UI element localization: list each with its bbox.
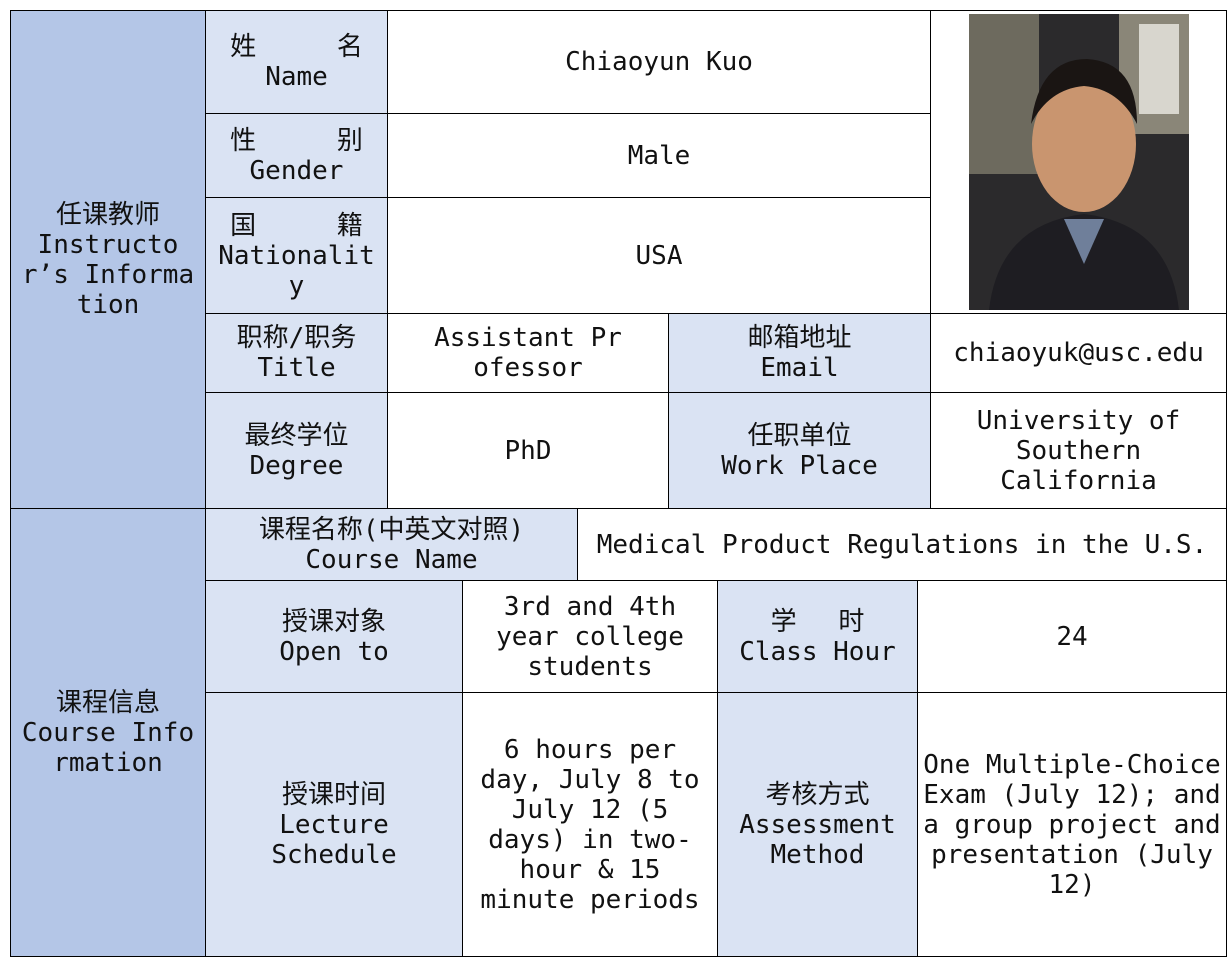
label-zh: 国 籍 xyxy=(230,210,363,241)
label-cell: 邮箱地址 Email xyxy=(668,313,931,393)
label-cell: 任职单位 Work Place xyxy=(668,392,931,509)
label-en: Course Name xyxy=(305,544,478,575)
label-cell: 姓 名 Name xyxy=(205,10,388,114)
label-en: Name xyxy=(265,62,328,92)
value: One Multiple-Choice Exam (July 12); and … xyxy=(923,749,1221,900)
label-zh: 性 别 xyxy=(230,125,363,156)
label-cell: 课程名称(中英文对照) Course Name xyxy=(205,508,578,581)
value: Chiaoyun Kuo xyxy=(565,47,753,77)
value-cell: Chiaoyun Kuo xyxy=(387,10,931,114)
value-cell: Assistant Professor xyxy=(387,313,669,393)
label-zh: 授课时间 xyxy=(281,779,386,810)
label-zh: 学 时 xyxy=(770,606,865,637)
value: Medical Product Regulations in the U.S. xyxy=(596,529,1208,560)
value-cell: PhD xyxy=(387,392,669,509)
label-zh: 任职单位 xyxy=(747,420,852,451)
value-cell: One Multiple-Choice Exam (July 12); and … xyxy=(917,692,1227,957)
label-zh: 邮箱地址 xyxy=(747,323,852,353)
label-en: Gender xyxy=(249,155,344,186)
value-cell: 6 hours per day, July 8 to July 12 (5 da… xyxy=(462,692,718,957)
label-en: Lecture Schedule xyxy=(271,809,397,870)
label-en: Email xyxy=(760,353,839,383)
value-cell: chiaoyuk@usc.edu xyxy=(930,313,1227,393)
label-cell: 考核方式 Assessment Method xyxy=(717,692,918,957)
value: 3rd and 4th year college students xyxy=(496,591,684,682)
label-cell: 职称/职务 Title xyxy=(205,313,388,393)
value: USA xyxy=(635,240,683,271)
value-cell: University of Southern California xyxy=(930,392,1227,509)
value: chiaoyuk@usc.edu xyxy=(953,338,1204,368)
label-zh: 课程名称(中英文对照) xyxy=(258,514,525,545)
label-zh: 姓 名 xyxy=(230,32,363,62)
value: PhD xyxy=(504,435,552,466)
value-cell: USA xyxy=(387,197,931,314)
label-cell: 最终学位 Degree xyxy=(205,392,388,509)
label-zh: 最终学位 xyxy=(244,420,349,451)
section-cell: 课程信息 Course Information xyxy=(10,508,206,957)
section-en: Course Information xyxy=(21,717,195,778)
value-cell: 24 xyxy=(917,580,1227,693)
value: Male xyxy=(627,140,691,171)
value: 6 hours per day, July 8 to July 12 (5 da… xyxy=(480,734,700,915)
label-cell: 学 时 Class Hour xyxy=(717,580,918,693)
label-cell: 授课时间 Lecture Schedule xyxy=(205,692,463,957)
section-en: Instructor’s Information xyxy=(21,229,195,320)
section-zh: 课程信息 xyxy=(55,687,160,718)
label-en: Open to xyxy=(279,636,389,667)
label-zh: 考核方式 xyxy=(765,779,870,810)
label-cell: 授课对象 Open to xyxy=(205,580,463,693)
value-cell: Medical Product Regulations in the U.S. xyxy=(577,508,1227,581)
value: Assistant Professor xyxy=(434,323,622,383)
label-en: Assessment Method xyxy=(739,809,896,870)
photo-cell xyxy=(930,10,1227,314)
label-zh: 职称/职务 xyxy=(236,323,357,353)
label-en: Work Place xyxy=(721,450,878,481)
value-cell: 3rd and 4th year college students xyxy=(462,580,718,693)
label-en: Title xyxy=(257,353,336,383)
label-en: Nationality xyxy=(218,240,375,301)
label-zh: 授课对象 xyxy=(281,606,386,637)
label-en: Class Hour xyxy=(739,636,896,667)
value-cell: Male xyxy=(387,113,931,198)
label-en: Degree xyxy=(249,450,344,481)
section-zh: 任课教师 xyxy=(55,199,160,230)
label-cell: 性 别 Gender xyxy=(205,113,388,198)
photo xyxy=(968,14,1189,310)
value: University of Southern California xyxy=(976,405,1181,496)
section-cell: 任课教师 Instructor’s Information xyxy=(10,10,206,509)
label-cell: 国 籍 Nationality xyxy=(205,197,388,314)
value: 24 xyxy=(1056,621,1088,652)
